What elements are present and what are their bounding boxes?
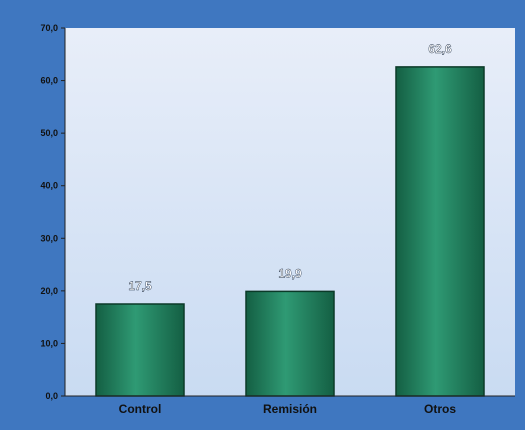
bars-group — [95, 66, 485, 397]
y-tick-label: 60,0 — [40, 76, 58, 86]
bar-remision — [245, 290, 335, 397]
x-tick-label: Control — [119, 402, 162, 416]
y-axis: 0,0 10,0 20,0 30,0 40,0 50,0 60,0 70,0 — [40, 23, 66, 401]
y-tick-label: 30,0 — [40, 233, 58, 243]
y-tick-label: 40,0 — [40, 181, 58, 191]
bar-value-label: 19,9 — [278, 266, 302, 280]
x-tick-label: Otros — [424, 402, 456, 416]
x-tick-label: Remisión — [263, 402, 317, 416]
y-tick-label: 70,0 — [40, 23, 58, 33]
bar-otros — [395, 66, 485, 397]
bar-value-label: 62,6 — [428, 42, 452, 56]
y-tick-label: 50,0 — [40, 128, 58, 138]
value-labels-group: 17,5 19,9 62,6 — [128, 42, 452, 293]
y-tick-label: 10,0 — [40, 338, 58, 348]
y-tick-label: 0,0 — [45, 391, 58, 401]
y-tick-label: 20,0 — [40, 286, 58, 296]
bar-value-label: 17,5 — [128, 279, 152, 293]
bar-control — [95, 303, 185, 397]
x-axis: Control Remisión Otros — [65, 395, 515, 416]
